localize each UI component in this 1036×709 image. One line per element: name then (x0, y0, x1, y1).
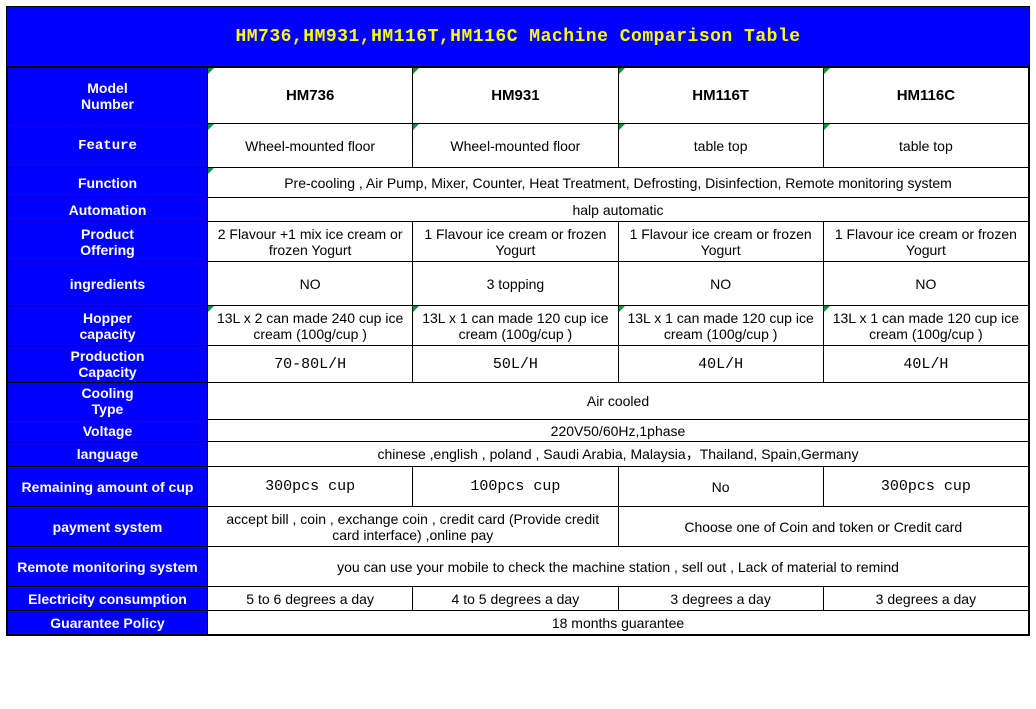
cell-electricity-1: 4 to 5 degrees a day (413, 587, 618, 611)
row-function: Function Pre-cooling , Air Pump, Mixer, … (8, 168, 1029, 198)
table-title: HM736,HM931,HM116T,HM116C Machine Compar… (7, 7, 1029, 67)
cell-offering-2: 1 Flavour ice cream or frozen Yogurt (618, 222, 823, 262)
cell-production-3: 40L/H (823, 346, 1028, 383)
comparison-table: Model Number HM736 HM931 HM116T HM116C F… (7, 67, 1029, 635)
row-cooling: Cooling Type Air cooled (8, 383, 1029, 420)
col-hm116c: HM116C (823, 68, 1028, 124)
row-feature: Feature Wheel-mounted floor Wheel-mounte… (8, 124, 1029, 168)
hdr-remaining-cup: Remaining amount of cup (8, 467, 208, 507)
row-model: Model Number HM736 HM931 HM116T HM116C (8, 68, 1029, 124)
cell-ingredients-0: NO (208, 262, 413, 306)
row-payment: payment system accept bill , coin , exch… (8, 507, 1029, 547)
cell-electricity-0: 5 to 6 degrees a day (208, 587, 413, 611)
cell-ingredients-3: NO (823, 262, 1028, 306)
hdr-feature: Feature (8, 124, 208, 168)
col-hm931: HM931 (413, 68, 618, 124)
cell-production-2: 40L/H (618, 346, 823, 383)
cell-remaining-2: No (618, 467, 823, 507)
cell-feature-1: Wheel-mounted floor (413, 124, 618, 168)
hdr-cooling: Cooling Type (8, 383, 208, 420)
hdr-remote: Remote monitoring system (8, 547, 208, 587)
comparison-table-wrap: HM736,HM931,HM116T,HM116C Machine Compar… (6, 6, 1030, 636)
cell-function: Pre-cooling , Air Pump, Mixer, Counter, … (208, 168, 1029, 198)
cell-guarantee: 18 months guarantee (208, 611, 1029, 635)
cell-hopper-2: 13L x 1 can made 120 cup ice cream (100g… (618, 306, 823, 346)
cell-feature-2: table top (618, 124, 823, 168)
hdr-hopper: Hopper capacity (8, 306, 208, 346)
hdr-automation: Automation (8, 198, 208, 222)
row-remaining-cup: Remaining amount of cup 300pcs cup 100pc… (8, 467, 1029, 507)
cell-ingredients-1: 3 topping (413, 262, 618, 306)
cell-payment-right: Choose one of Coin and token or Credit c… (618, 507, 1029, 547)
row-voltage: Voltage 220V50/60Hz,1phase (8, 420, 1029, 442)
col-hm116t: HM116T (618, 68, 823, 124)
row-ingredients: ingredients NO 3 topping NO NO (8, 262, 1029, 306)
col-hm736: HM736 (208, 68, 413, 124)
row-remote: Remote monitoring system you can use you… (8, 547, 1029, 587)
cell-remaining-1: 100pcs cup (413, 467, 618, 507)
hdr-ingredients: ingredients (8, 262, 208, 306)
hdr-production: Production Capacity (8, 346, 208, 383)
hdr-function: Function (8, 168, 208, 198)
cell-ingredients-2: NO (618, 262, 823, 306)
hdr-electricity: Electricity consumption (8, 587, 208, 611)
row-product-offering: Product Offering 2 Flavour +1 mix ice cr… (8, 222, 1029, 262)
cell-remaining-3: 300pcs cup (823, 467, 1028, 507)
hdr-voltage: Voltage (8, 420, 208, 442)
cell-cooling: Air cooled (208, 383, 1029, 420)
cell-electricity-3: 3 degrees a day (823, 587, 1028, 611)
cell-remote: you can use your mobile to check the mac… (208, 547, 1029, 587)
cell-feature-0: Wheel-mounted floor (208, 124, 413, 168)
hdr-product-offering: Product Offering (8, 222, 208, 262)
hdr-model: Model Number (8, 68, 208, 124)
cell-payment-left: accept bill , coin , exchange coin , cre… (208, 507, 619, 547)
cell-offering-1: 1 Flavour ice cream or frozen Yogurt (413, 222, 618, 262)
cell-offering-0: 2 Flavour +1 mix ice cream or frozen Yog… (208, 222, 413, 262)
row-automation: Automation halp automatic (8, 198, 1029, 222)
row-hopper: Hopper capacity 13L x 2 can made 240 cup… (8, 306, 1029, 346)
hdr-language: language (8, 442, 208, 467)
cell-voltage: 220V50/60Hz,1phase (208, 420, 1029, 442)
cell-electricity-2: 3 degrees a day (618, 587, 823, 611)
row-electricity: Electricity consumption 5 to 6 degrees a… (8, 587, 1029, 611)
cell-language: chinese ,english , poland , Saudi Arabia… (208, 442, 1029, 467)
cell-hopper-3: 13L x 1 can made 120 cup ice cream (100g… (823, 306, 1028, 346)
cell-hopper-1: 13L x 1 can made 120 cup ice cream (100g… (413, 306, 618, 346)
row-language: language chinese ,english , poland , Sau… (8, 442, 1029, 467)
cell-feature-3: table top (823, 124, 1028, 168)
cell-production-1: 50L/H (413, 346, 618, 383)
cell-offering-3: 1 Flavour ice cream or frozen Yogurt (823, 222, 1028, 262)
cell-automation: halp automatic (208, 198, 1029, 222)
cell-remaining-0: 300pcs cup (208, 467, 413, 507)
cell-hopper-0: 13L x 2 can made 240 cup ice cream (100g… (208, 306, 413, 346)
hdr-guarantee: Guarantee Policy (8, 611, 208, 635)
row-production: Production Capacity 70-80L/H 50L/H 40L/H… (8, 346, 1029, 383)
row-guarantee: Guarantee Policy 18 months guarantee (8, 611, 1029, 635)
cell-production-0: 70-80L/H (208, 346, 413, 383)
hdr-payment: payment system (8, 507, 208, 547)
